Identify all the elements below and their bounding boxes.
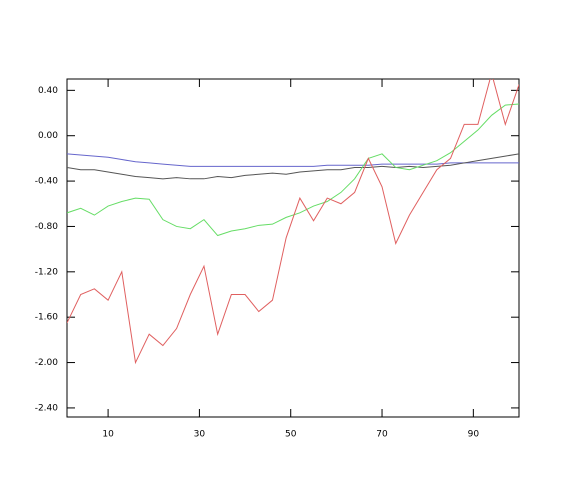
series-line [67, 153, 519, 180]
y-tick-label: -2.40 [35, 403, 59, 413]
series-line [67, 79, 519, 365]
x-tick-label: 70 [376, 430, 388, 440]
y-tick-label: 0.00 [38, 131, 58, 141]
x-tick-label: 90 [468, 430, 480, 440]
y-tick-label: 0.40 [38, 86, 58, 96]
y-tick-label: -0.80 [35, 222, 59, 232]
x-tick-label: 50 [285, 430, 297, 440]
plot-frame [66, 78, 520, 418]
plot-area [67, 79, 519, 365]
y-tick-label: -1.20 [35, 267, 59, 277]
series-line [67, 103, 519, 237]
x-tick-label: 30 [194, 430, 206, 440]
x-tick-label: 10 [102, 430, 114, 440]
y-tick-label: -2.00 [35, 358, 59, 368]
y-tick-label: -1.60 [35, 313, 59, 323]
y-tick-label: -0.40 [35, 177, 59, 187]
